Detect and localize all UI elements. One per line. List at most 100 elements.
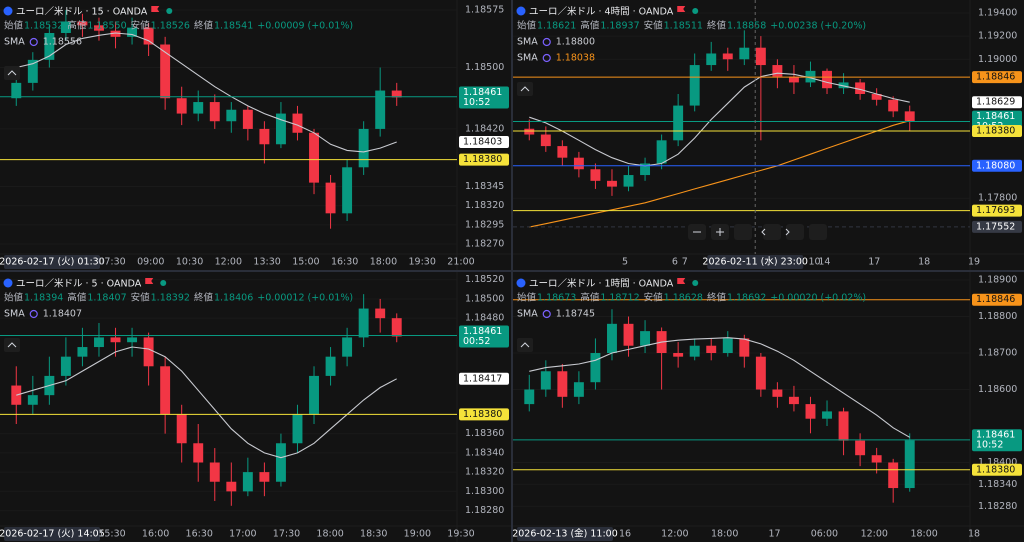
price-badge [972,463,1022,476]
price-badge-label: 1.18461 [976,111,1015,122]
price-badge [972,293,1022,306]
chart-panel: 1.19400 1.19200 1.19000 1.17800 1.18846 1.186… [513,0,1024,270]
ohlc-label: 安値 [644,292,664,304]
candle-body [358,308,369,338]
indicator-value: 1.18556 [43,37,82,48]
symbol-title: ユーロ／米ドル · 15 · OANDA [16,6,148,18]
date-badge [4,255,100,269]
candle-body [77,347,88,357]
price-change: +0.00020 (+0.02%) [770,293,866,304]
candle-body [640,163,651,176]
toolbar-button[interactable] [809,224,827,240]
toolbar-button[interactable] [786,224,804,240]
indicator-value: 1.18038 [556,53,595,64]
price-tick-label: 1.18575 [465,4,504,15]
indicator-name: SMA [4,309,25,320]
price-tick-label: 1.18340 [978,479,1017,490]
time-tick-label: 19:30 [447,529,474,540]
time-tick-label: 18:00 [711,529,738,540]
price-badge-label: 1.18380 [463,154,502,165]
ohlc-value: 1.18550 [87,21,126,32]
candle-body [160,366,171,415]
time-tick-label: 19 [968,257,980,268]
price-badge-label: 1.18846 [976,72,1015,83]
countdown-label: 10:52 [976,440,1003,451]
price-change: +0.00238 (+0.20%) [770,21,866,32]
indicator-icon [542,309,551,319]
candle-body [309,132,319,183]
indicator-name: SMA [4,37,25,48]
collapse-button[interactable] [4,338,20,352]
symbol-icon [516,6,526,16]
ohlc-label: 終値 [707,20,727,32]
date-badge [4,527,100,541]
candle-body [755,47,766,66]
price-badge-label: 1.17552 [976,221,1015,232]
candle-body [309,375,319,415]
chart-panel: 1.18575 1.18500 1.18420 1.18345 1.18320 1.182… [0,0,511,270]
indicator-name: SMA [517,53,538,64]
candle-body [11,385,22,405]
price-badge-label: 1.18629 [976,97,1015,108]
symbol-icon [3,6,13,16]
status-dot [692,8,699,14]
date-badge [707,255,804,269]
candle-body [855,82,866,95]
candle-body [805,404,816,419]
time-tick-label: 18:00 [316,529,343,540]
time-tick-label: 5 [622,257,628,268]
status-dot [160,280,167,286]
collapse-button[interactable] [517,82,533,96]
candle-body [259,128,270,145]
time-tick-label: 12:00 [215,257,242,268]
price-badge [972,429,1022,452]
time-tick-label: 16:30 [331,257,358,268]
candle-body [689,345,700,357]
candle-body [127,27,138,37]
candle-body [722,53,733,60]
ohlc-value: 1.18394 [24,293,63,304]
ohlc-value: 1.18541 [214,21,253,32]
ohlc-value: 1.18532 [24,21,63,32]
candle-body [275,113,286,145]
candle-body [888,462,899,489]
price-tick-label: 1.18420 [465,123,504,134]
price-badge-label: 1.17693 [976,205,1015,216]
price-tick-label: 1.18320 [465,200,504,211]
candle-body [176,414,187,444]
candle-body [904,440,915,489]
candle-body [11,82,22,99]
candle-body [27,59,38,83]
candle-body [242,472,253,492]
sma-line [16,32,397,153]
ohlc-value: 1.18673 [537,293,576,304]
price-tick-label: 1.19200 [978,31,1017,42]
price-badge [459,153,509,166]
candle-body [176,98,187,114]
candle-body [143,27,154,45]
ohlc-label: 終値 [194,292,214,304]
candle-body [325,356,336,376]
toolbar-button[interactable] [734,224,752,240]
collapse-icon [7,70,17,76]
price-tick-label: 1.18295 [465,219,504,230]
candle-body [292,113,303,133]
price-tick-label: 1.17800 [978,193,1017,204]
collapse-button[interactable] [4,66,20,80]
price-badge [972,220,1022,233]
price-badge [972,125,1022,138]
price-badge-label: 1.18380 [976,464,1015,475]
ohlc-label: 高値 [580,20,600,32]
price-tick-label: 1.19400 [978,7,1017,18]
collapse-button[interactable] [517,338,533,352]
candle-body [242,109,253,129]
candle-body [375,90,386,129]
candle-body [44,32,55,60]
sma-line [16,346,397,459]
time-tick-label: 06:00 [811,529,838,540]
flag-icon [151,6,160,12]
toolbar-button[interactable] [763,224,781,240]
price-badge [459,135,509,148]
candle-body [888,99,899,112]
time-tick-label: 19:30 [409,257,436,268]
